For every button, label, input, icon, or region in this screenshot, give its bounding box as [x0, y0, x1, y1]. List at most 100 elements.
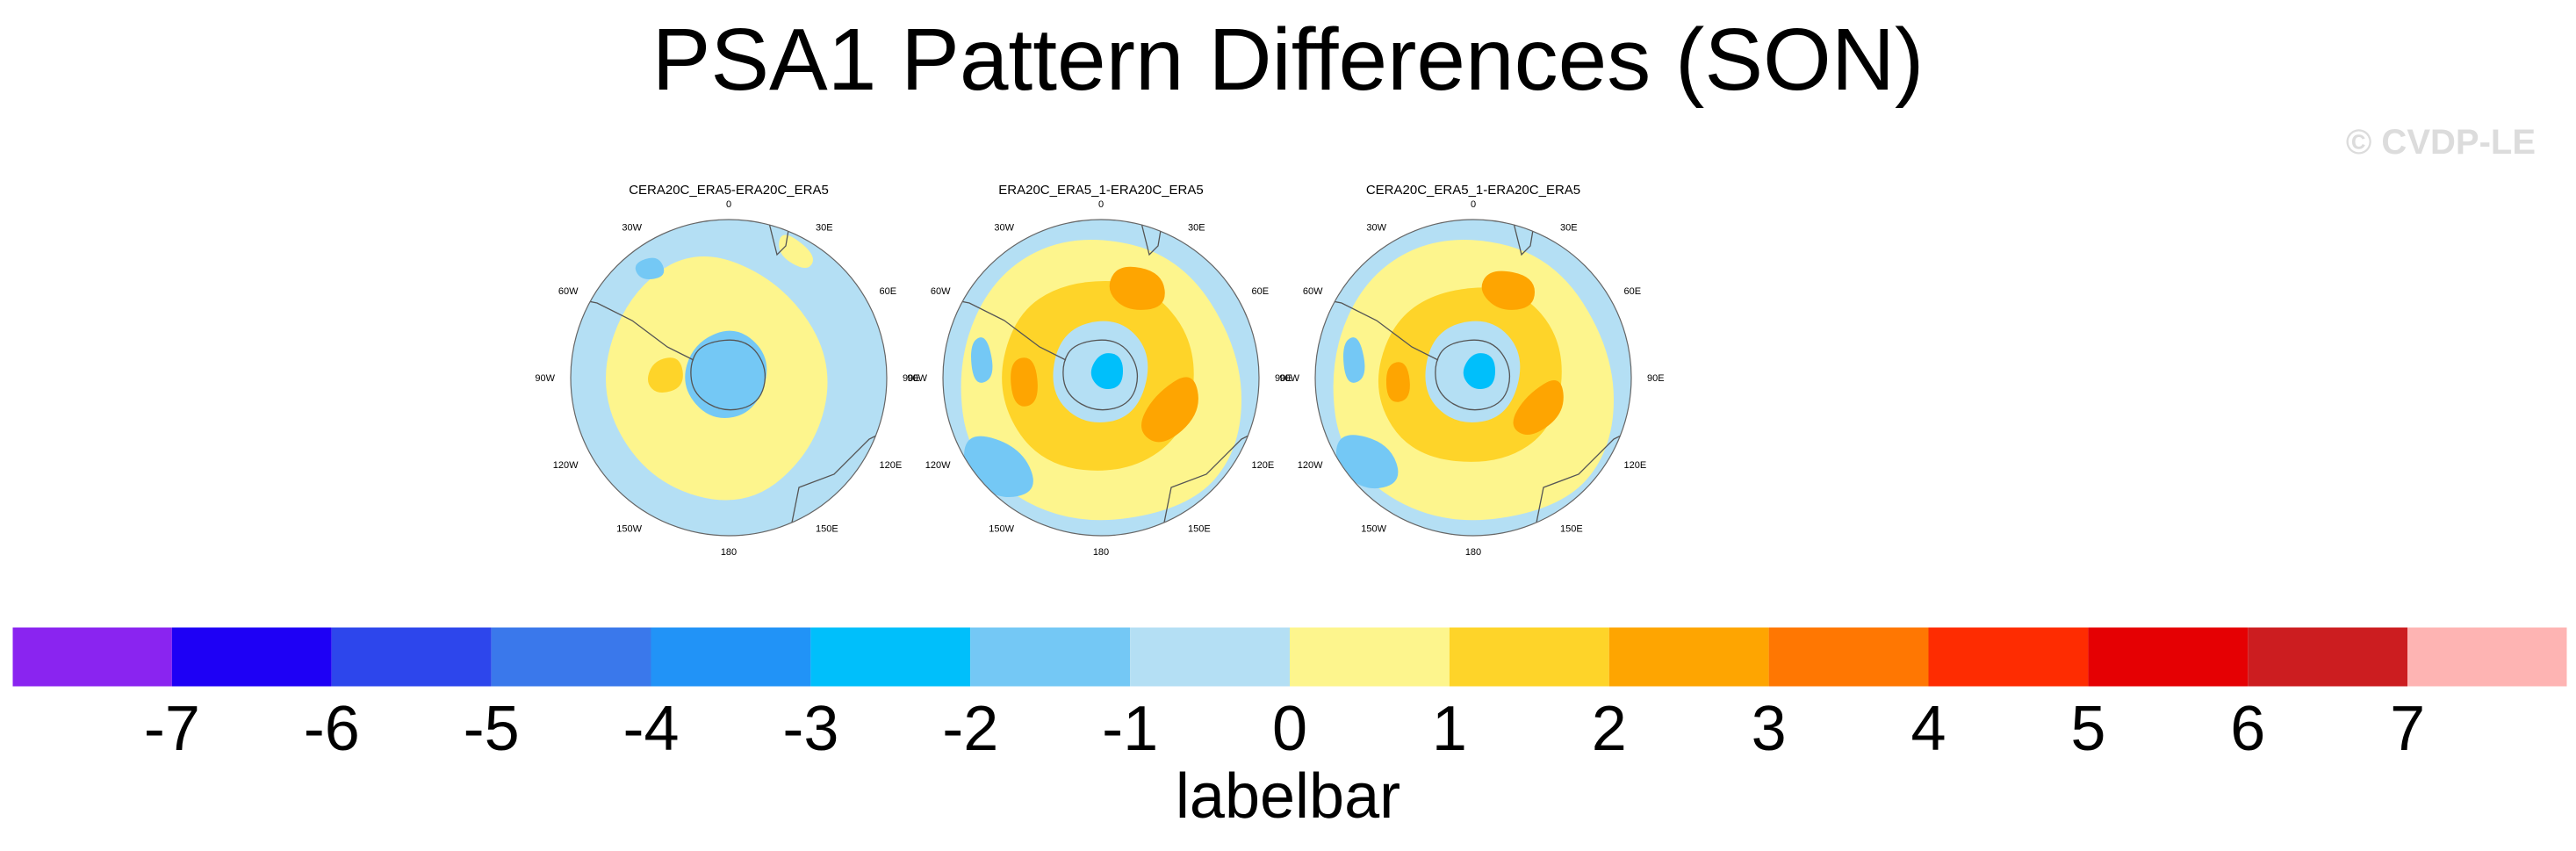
colorbar-tick-label: 4	[1910, 694, 1946, 759]
contour-region	[685, 330, 767, 418]
longitude-label: 120E	[1623, 460, 1646, 471]
colorbar-tick-label: -4	[622, 694, 679, 759]
longitude-label: 150W	[1361, 523, 1386, 534]
longitude-label: 120W	[1298, 460, 1323, 471]
longitude-label: 90E	[903, 373, 920, 384]
colorbar-box	[1290, 627, 1450, 687]
longitude-label: 60E	[1251, 286, 1269, 297]
colorbar-tick-label: 7	[2390, 694, 2425, 759]
panel-title: ERA20C_ERA5_1-ERA20C_ERA5	[998, 183, 1203, 198]
longitude-label: 60W	[931, 286, 951, 297]
colorbar-tick-label: -6	[304, 694, 360, 759]
map-panel-3: CERA20C_ERA5_1-ERA20C_ERA5 0 30E 60E 90E 120E…	[1279, 176, 1664, 562]
colorbar-box	[1768, 627, 1929, 687]
longitude-label: 180	[1465, 547, 1481, 558]
colorbar-tick-label: 6	[2230, 694, 2265, 759]
longitude-label: 150W	[989, 523, 1014, 534]
colorbar-box	[2088, 627, 2249, 687]
colorbar-box	[970, 627, 1131, 687]
longitude-label: 60E	[879, 286, 896, 297]
map-border	[1314, 219, 1632, 537]
map-panel-2: ERA20C_ERA5_1-ERA20C_ERA5 0 30E 60E 90E 120E 1…	[907, 176, 1292, 562]
longitude-label: 120W	[925, 460, 951, 471]
watermark: © CVDP-LE	[2345, 123, 2536, 162]
colorbar-box	[810, 627, 971, 687]
longitude-label: 90W	[1279, 373, 1299, 384]
colorbar: -7 -6 -5 -4 -3 -2 -1 0 1 2 3 4 5 6 7	[12, 627, 2567, 759]
panel-title: CERA20C_ERA5_1-ERA20C_ERA5	[1366, 183, 1580, 198]
longitude-label: 150E	[816, 523, 838, 534]
contour-region	[1090, 353, 1123, 389]
coastline	[1062, 339, 1139, 411]
longitude-label: 0	[1098, 199, 1104, 210]
contour-region	[648, 357, 683, 393]
longitude-label: 180	[721, 547, 737, 558]
contour-region	[779, 234, 813, 268]
longitude-label: 60W	[1303, 286, 1323, 297]
longitude-label: 150W	[616, 523, 642, 534]
map-border	[570, 219, 888, 537]
contour-region	[1011, 357, 1038, 407]
colorbar-box	[12, 627, 172, 687]
chart-title: PSA1 Pattern Differences (SON)	[651, 11, 1925, 109]
contour-region	[1463, 353, 1495, 389]
coastline	[1512, 220, 1536, 256]
colorbar-box	[2407, 627, 2567, 687]
colorbar-box	[2248, 627, 2408, 687]
map-border	[942, 219, 1260, 537]
longitude-label: 90W	[907, 373, 927, 384]
colorbar-box	[1928, 627, 2089, 687]
longitude-label: 30E	[1188, 223, 1205, 234]
longitude-label: 120W	[553, 460, 579, 471]
longitude-label: 0	[726, 199, 731, 210]
contour-region	[635, 257, 665, 279]
longitude-label: 90E	[1647, 373, 1665, 384]
colorbar-label: labelbar	[1175, 761, 1401, 832]
longitude-label: 60W	[558, 286, 579, 297]
colorbar-tick-label: 1	[1432, 694, 1467, 759]
coastline	[767, 220, 791, 256]
longitude-label: 120E	[879, 460, 902, 471]
contour-region	[1335, 435, 1399, 489]
longitude-label: 90W	[535, 373, 555, 384]
longitude-label: 90E	[1275, 373, 1292, 384]
coastline	[1435, 339, 1511, 411]
longitude-label: 30E	[1560, 223, 1578, 234]
map-panel-1: CERA20C_ERA5-ERA20C_ERA5 0 30E 60E 90E 120E 15…	[535, 176, 919, 562]
contour-region	[1343, 337, 1365, 383]
colorbar-tick-label: 3	[1752, 694, 1787, 759]
panel-title: CERA20C_ERA5-ERA20C_ERA5	[629, 183, 829, 198]
contour-region	[1513, 380, 1564, 435]
longitude-label: 30W	[622, 223, 642, 234]
colorbar-tick-label: -3	[782, 694, 838, 759]
contour-region	[1385, 362, 1410, 402]
colorbar-box	[1608, 627, 1769, 687]
colorbar-tick-label: -2	[942, 694, 998, 759]
colorbar-box	[171, 627, 332, 687]
coastline	[1140, 220, 1163, 256]
colorbar-tick-label: -7	[144, 694, 200, 759]
colorbar-tick-label: 2	[1592, 694, 1627, 759]
contour-region	[1109, 266, 1165, 310]
longitude-label: 30E	[816, 223, 833, 234]
longitude-label: 30W	[1366, 223, 1386, 234]
longitude-label: 0	[1471, 199, 1476, 210]
colorbar-tick-label: -1	[1102, 694, 1158, 759]
colorbar-box	[491, 627, 651, 687]
colorbar-box	[1449, 627, 1609, 687]
colorbar-tick-label: 0	[1272, 694, 1307, 759]
contour-region	[1481, 270, 1535, 310]
colorbar-box	[331, 627, 492, 687]
longitude-label: 180	[1093, 547, 1109, 558]
colorbar-box	[1130, 627, 1290, 687]
colorbar-tick-label: -5	[464, 694, 520, 759]
longitude-label: 150E	[1188, 523, 1211, 534]
longitude-label: 150E	[1560, 523, 1583, 534]
contour-region	[971, 337, 993, 383]
longitude-label: 120E	[1251, 460, 1274, 471]
contour-region	[1141, 377, 1198, 443]
colorbar-tick-label: 5	[2070, 694, 2105, 759]
longitude-label: 60E	[1623, 286, 1641, 297]
